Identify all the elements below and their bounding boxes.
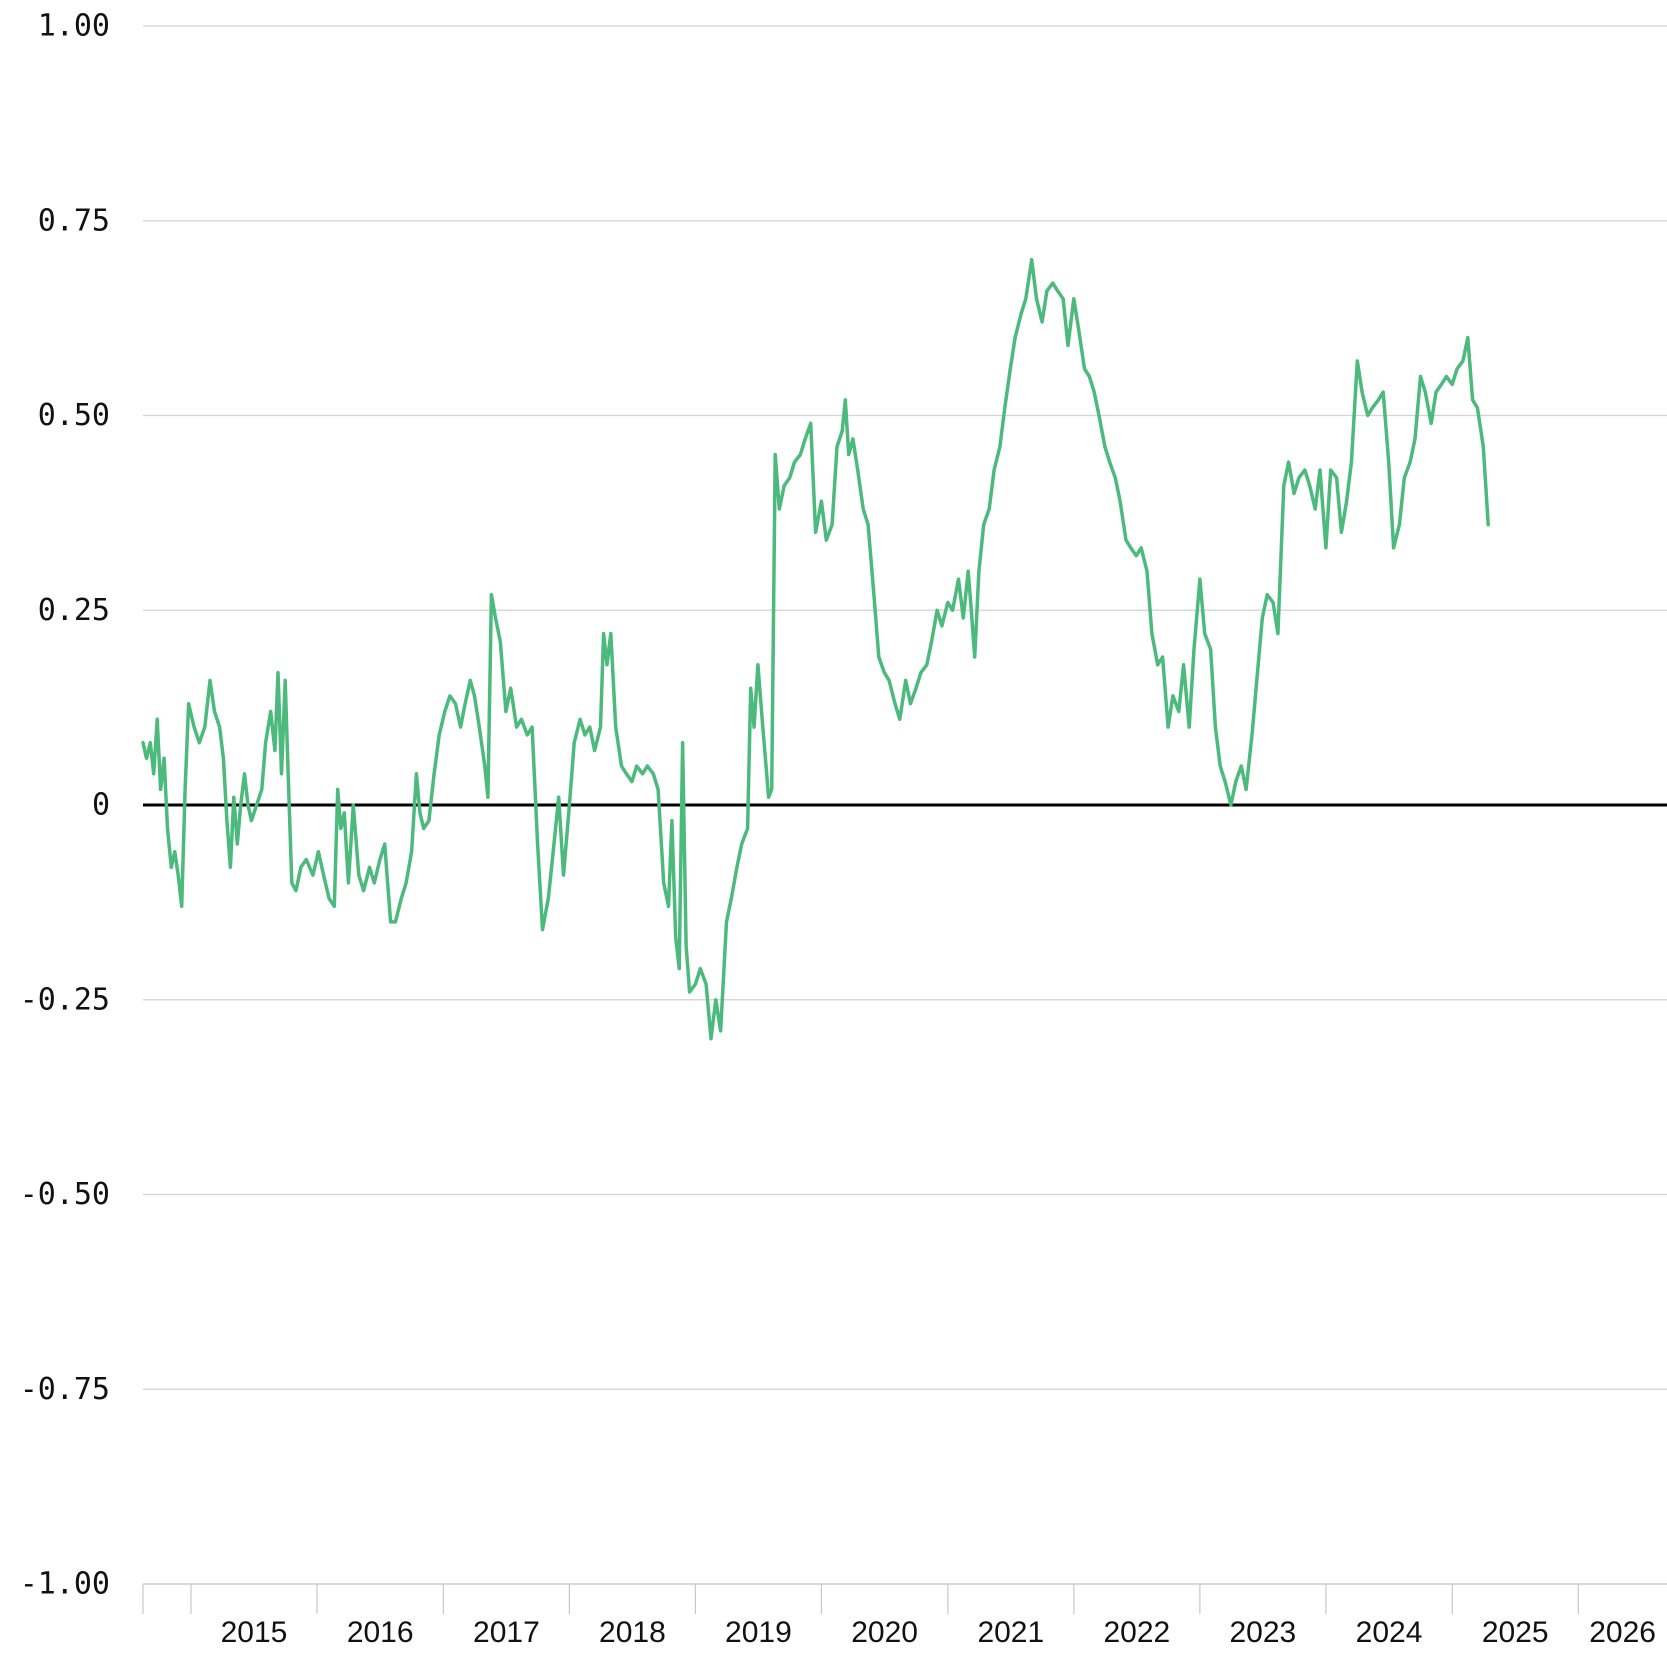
x-tick-label: 2016 <box>347 1616 414 1649</box>
y-tick-label: -0.50 <box>20 1177 110 1212</box>
x-tick-label: 2019 <box>725 1616 792 1649</box>
x-tick-label: 2024 <box>1356 1616 1423 1649</box>
series-line <box>141 257 1490 1041</box>
series-layer <box>141 257 1667 1041</box>
y-tick-label: 0.50 <box>38 398 110 433</box>
y-tick-label: 1.00 <box>38 9 110 44</box>
x-tick-label: 2021 <box>977 1616 1044 1649</box>
x-tick-label: 2017 <box>473 1616 540 1649</box>
x-tick-label: 2018 <box>599 1616 666 1649</box>
x-tick-label: 2020 <box>851 1616 918 1649</box>
x-tick-label: 2026 <box>1589 1616 1656 1649</box>
y-tick-label: 0.75 <box>38 203 110 238</box>
x-tick-label: 2022 <box>1103 1616 1170 1649</box>
x-tick-label: 2015 <box>221 1616 288 1649</box>
y-tick-label: 0 <box>92 788 110 823</box>
y-tick-label: 0.25 <box>38 593 110 628</box>
x-tick-label: 2025 <box>1482 1616 1549 1649</box>
y-tick-label: -0.25 <box>20 982 110 1017</box>
y-axis-tick-labels: 1.00 0.75 0.50 0.25 0 -0.25 -0.50 -0.75 -1.00 <box>20 9 110 1602</box>
x-tick-label: 2023 <box>1229 1616 1296 1649</box>
y-tick-label: -0.75 <box>20 1372 110 1407</box>
gridlines <box>143 25 1667 1585</box>
y-tick-label: -1.00 <box>20 1567 110 1602</box>
x-axis: 2015 2016 2017 2018 2019 2020 2021 2022 2023 2024… <box>142 1583 1667 1649</box>
